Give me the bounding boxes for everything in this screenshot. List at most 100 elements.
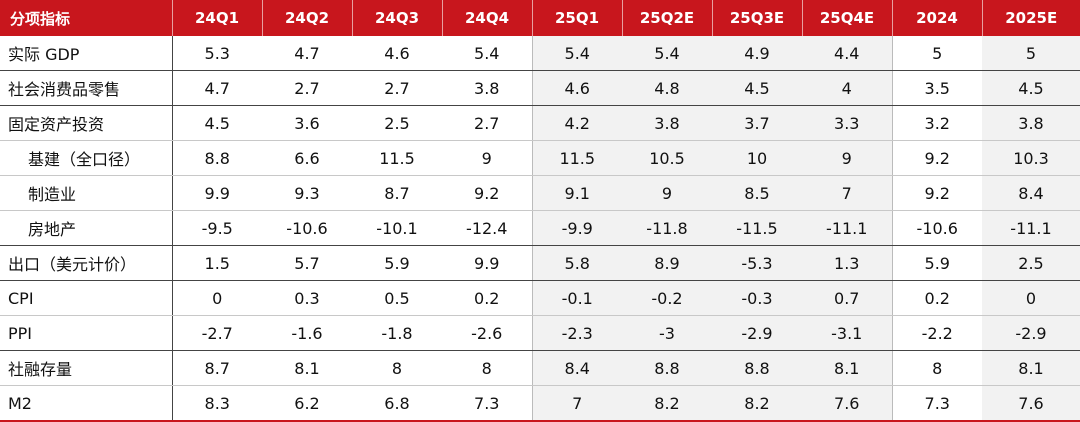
value-cell: 8.5 — [712, 175, 802, 211]
value-cell: 4.4 — [802, 36, 892, 71]
value-cell: -11.1 — [982, 210, 1080, 246]
value-cell: 9.9 — [172, 175, 262, 211]
value-cell: 4.6 — [352, 36, 442, 71]
value-cell: 2.5 — [352, 105, 442, 141]
row-label: 基建（全口径） — [0, 140, 173, 176]
value-cell: 9.3 — [262, 175, 352, 211]
value-cell: -0.2 — [622, 280, 712, 316]
header-cell: 25Q1 — [531, 0, 622, 36]
value-cell: 4 — [802, 70, 892, 106]
row-label: 房地产 — [0, 210, 173, 246]
value-cell: 4.7 — [262, 36, 352, 71]
value-cell: 8.1 — [262, 350, 352, 386]
value-cell: 7 — [802, 175, 892, 211]
value-cell: 5.7 — [262, 245, 352, 281]
value-cell: 5.9 — [891, 245, 982, 281]
table-row: M2 8.3 6.2 6.8 7.3 7 8.2 8.2 7.6 7.3 7.6 — [0, 385, 1080, 422]
value-cell: 5.4 — [622, 36, 712, 71]
value-cell: 4.6 — [531, 70, 622, 106]
value-cell: 8.8 — [712, 350, 802, 386]
value-cell: 8.3 — [172, 385, 262, 422]
value-cell: 2.7 — [262, 70, 352, 106]
value-cell: 8.4 — [982, 175, 1080, 211]
value-cell: 9 — [442, 140, 532, 176]
value-cell: 4.7 — [172, 70, 262, 106]
value-cell: 11.5 — [531, 140, 622, 176]
table-row: 实际 GDP 5.3 4.7 4.6 5.4 5.4 5.4 4.9 4.4 5 5 — [0, 36, 1080, 71]
value-cell: 2.7 — [442, 105, 532, 141]
value-cell: 7.3 — [891, 385, 982, 422]
value-cell: -9.5 — [172, 210, 262, 246]
value-cell: 7.6 — [802, 385, 892, 422]
header-cell: 24Q3 — [351, 0, 442, 36]
value-cell: -0.3 — [712, 280, 802, 316]
table-row: 固定资产投资 4.5 3.6 2.5 2.7 4.2 3.8 3.7 3.3 3.2 3.8 — [0, 105, 1080, 141]
header-cell: 24Q2 — [261, 0, 352, 36]
value-cell: 5.4 — [531, 36, 622, 71]
row-label: 社融存量 — [0, 350, 173, 386]
value-cell: 5.8 — [531, 245, 622, 281]
value-cell: 5.9 — [352, 245, 442, 281]
header-cell: 2025E — [981, 0, 1080, 36]
value-cell: 8 — [891, 350, 982, 386]
value-cell: 9 — [802, 140, 892, 176]
value-cell: 9.1 — [531, 175, 622, 211]
value-cell: 1.5 — [172, 245, 262, 281]
value-cell: 8.4 — [531, 350, 622, 386]
value-cell: 8.9 — [622, 245, 712, 281]
value-cell: -1.8 — [352, 315, 442, 351]
value-cell: 2.7 — [352, 70, 442, 106]
value-cell: -3 — [622, 315, 712, 351]
value-cell: 0.2 — [442, 280, 532, 316]
value-cell: 6.8 — [352, 385, 442, 422]
value-cell: 2.5 — [982, 245, 1080, 281]
value-cell: 8.8 — [622, 350, 712, 386]
value-cell: 6.6 — [262, 140, 352, 176]
table-body: 实际 GDP 5.3 4.7 4.6 5.4 5.4 5.4 4.9 4.4 5 5 社会消费品零售 4… — [0, 36, 1080, 422]
value-cell: 3.6 — [262, 105, 352, 141]
value-cell: 9.2 — [891, 140, 982, 176]
value-cell: 4.8 — [622, 70, 712, 106]
table-row: 社融存量 8.7 8.1 8 8 8.4 8.8 8.8 8.1 8 8.1 — [0, 350, 1080, 386]
value-cell: 8.7 — [352, 175, 442, 211]
value-cell: 3.3 — [802, 105, 892, 141]
header-cell: 24Q4 — [441, 0, 532, 36]
value-cell: 0.7 — [802, 280, 892, 316]
value-cell: -9.9 — [531, 210, 622, 246]
value-cell: 4.5 — [982, 70, 1080, 106]
value-cell: -2.7 — [172, 315, 262, 351]
header-cell: 25Q4E — [801, 0, 892, 36]
value-cell: 7 — [531, 385, 622, 422]
value-cell: 1.3 — [802, 245, 892, 281]
value-cell: 10.5 — [622, 140, 712, 176]
value-cell: 9 — [622, 175, 712, 211]
value-cell: 10.3 — [982, 140, 1080, 176]
value-cell: 8.2 — [622, 385, 712, 422]
value-cell: 3.8 — [982, 105, 1080, 141]
value-cell: 5.4 — [442, 36, 532, 71]
value-cell: -2.9 — [982, 315, 1080, 351]
value-cell: -1.6 — [262, 315, 352, 351]
value-cell: 9.2 — [442, 175, 532, 211]
value-cell: 8 — [442, 350, 532, 386]
value-cell: -11.8 — [622, 210, 712, 246]
value-cell: 9.9 — [442, 245, 532, 281]
value-cell: 6.2 — [262, 385, 352, 422]
value-cell: 0 — [172, 280, 262, 316]
value-cell: 3.8 — [622, 105, 712, 141]
value-cell: 0 — [982, 280, 1080, 316]
value-cell: -12.4 — [442, 210, 532, 246]
value-cell: 3.5 — [891, 70, 982, 106]
value-cell: -11.1 — [802, 210, 892, 246]
value-cell: 8 — [352, 350, 442, 386]
value-cell: 8.2 — [712, 385, 802, 422]
value-cell: 4.5 — [712, 70, 802, 106]
value-cell: 8.7 — [172, 350, 262, 386]
value-cell: 5 — [891, 36, 982, 71]
value-cell: 11.5 — [352, 140, 442, 176]
table-row: 房地产 -9.5 -10.6 -10.1 -12.4 -9.9 -11.8 -11.5 -11.… — [0, 210, 1080, 246]
value-cell: 4.9 — [712, 36, 802, 71]
row-label: 实际 GDP — [0, 36, 173, 71]
value-cell: -10.6 — [262, 210, 352, 246]
